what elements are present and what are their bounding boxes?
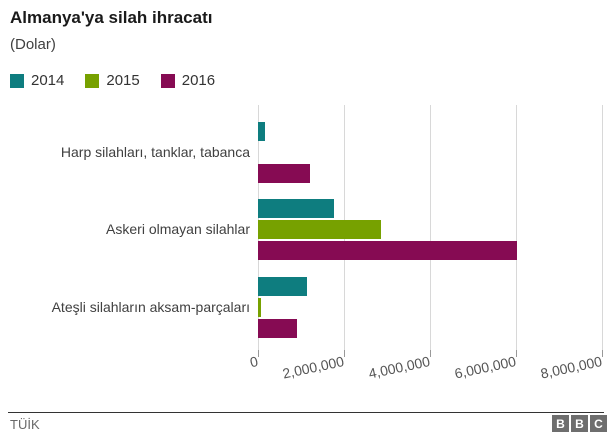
category-label-firearm-parts: Ateşli silahların aksam-parçaları <box>51 299 250 315</box>
x-axis-tick <box>430 350 431 357</box>
bar-2014 <box>258 122 265 141</box>
category-label-non-military: Askeri olmayan silahlar <box>106 221 250 237</box>
bar-2016 <box>258 319 297 338</box>
x-axis-tick <box>602 350 603 357</box>
legend-item-2014: 2014 <box>10 72 64 89</box>
legend-swatch-2014 <box>10 73 24 88</box>
legend-label: 2016 <box>181 72 216 89</box>
bar-2015 <box>258 220 381 239</box>
x-axis-tick-label: 4,000,000 <box>367 353 432 382</box>
bar-2015 <box>258 298 261 317</box>
legend-label: 2014 <box>31 72 65 89</box>
legend-item-2015: 2015 <box>85 72 140 89</box>
gridline <box>430 105 431 350</box>
legend-swatch-2016 <box>160 73 175 88</box>
x-axis-tick <box>258 350 259 357</box>
x-axis-tick-label: 8,000,000 <box>539 353 604 382</box>
source-attribution: TÜİK <box>10 417 40 432</box>
bbc-logo: B B C <box>550 415 607 432</box>
bbc-logo-block: B <box>571 415 588 432</box>
x-axis-tick-label: 6,000,000 <box>453 353 518 382</box>
chart-subtitle: (Dolar) <box>10 36 56 53</box>
gridline <box>602 105 603 350</box>
bbc-logo-block: C <box>590 415 607 432</box>
legend-label: 2015 <box>106 72 140 89</box>
x-axis-tick <box>344 350 345 357</box>
bar-2014 <box>258 199 334 218</box>
category-label-war-weapons: Harp silahları, tanklar, tabanca <box>60 144 250 160</box>
gridline <box>516 105 517 350</box>
bar-2014 <box>258 277 307 296</box>
bar-2016 <box>258 164 310 183</box>
bar-2016 <box>258 241 517 260</box>
chart-title: Almanya'ya silah ihracatı <box>10 8 213 27</box>
legend-item-2016: 2016 <box>160 72 216 89</box>
legend-swatch-2015 <box>85 73 100 88</box>
x-axis-tick <box>516 350 517 357</box>
bbc-logo-block: B <box>552 415 569 432</box>
legend: 2014 2015 2016 <box>10 72 236 89</box>
footer-divider <box>8 412 604 413</box>
x-axis-tick-label: 2,000,000 <box>281 353 346 382</box>
